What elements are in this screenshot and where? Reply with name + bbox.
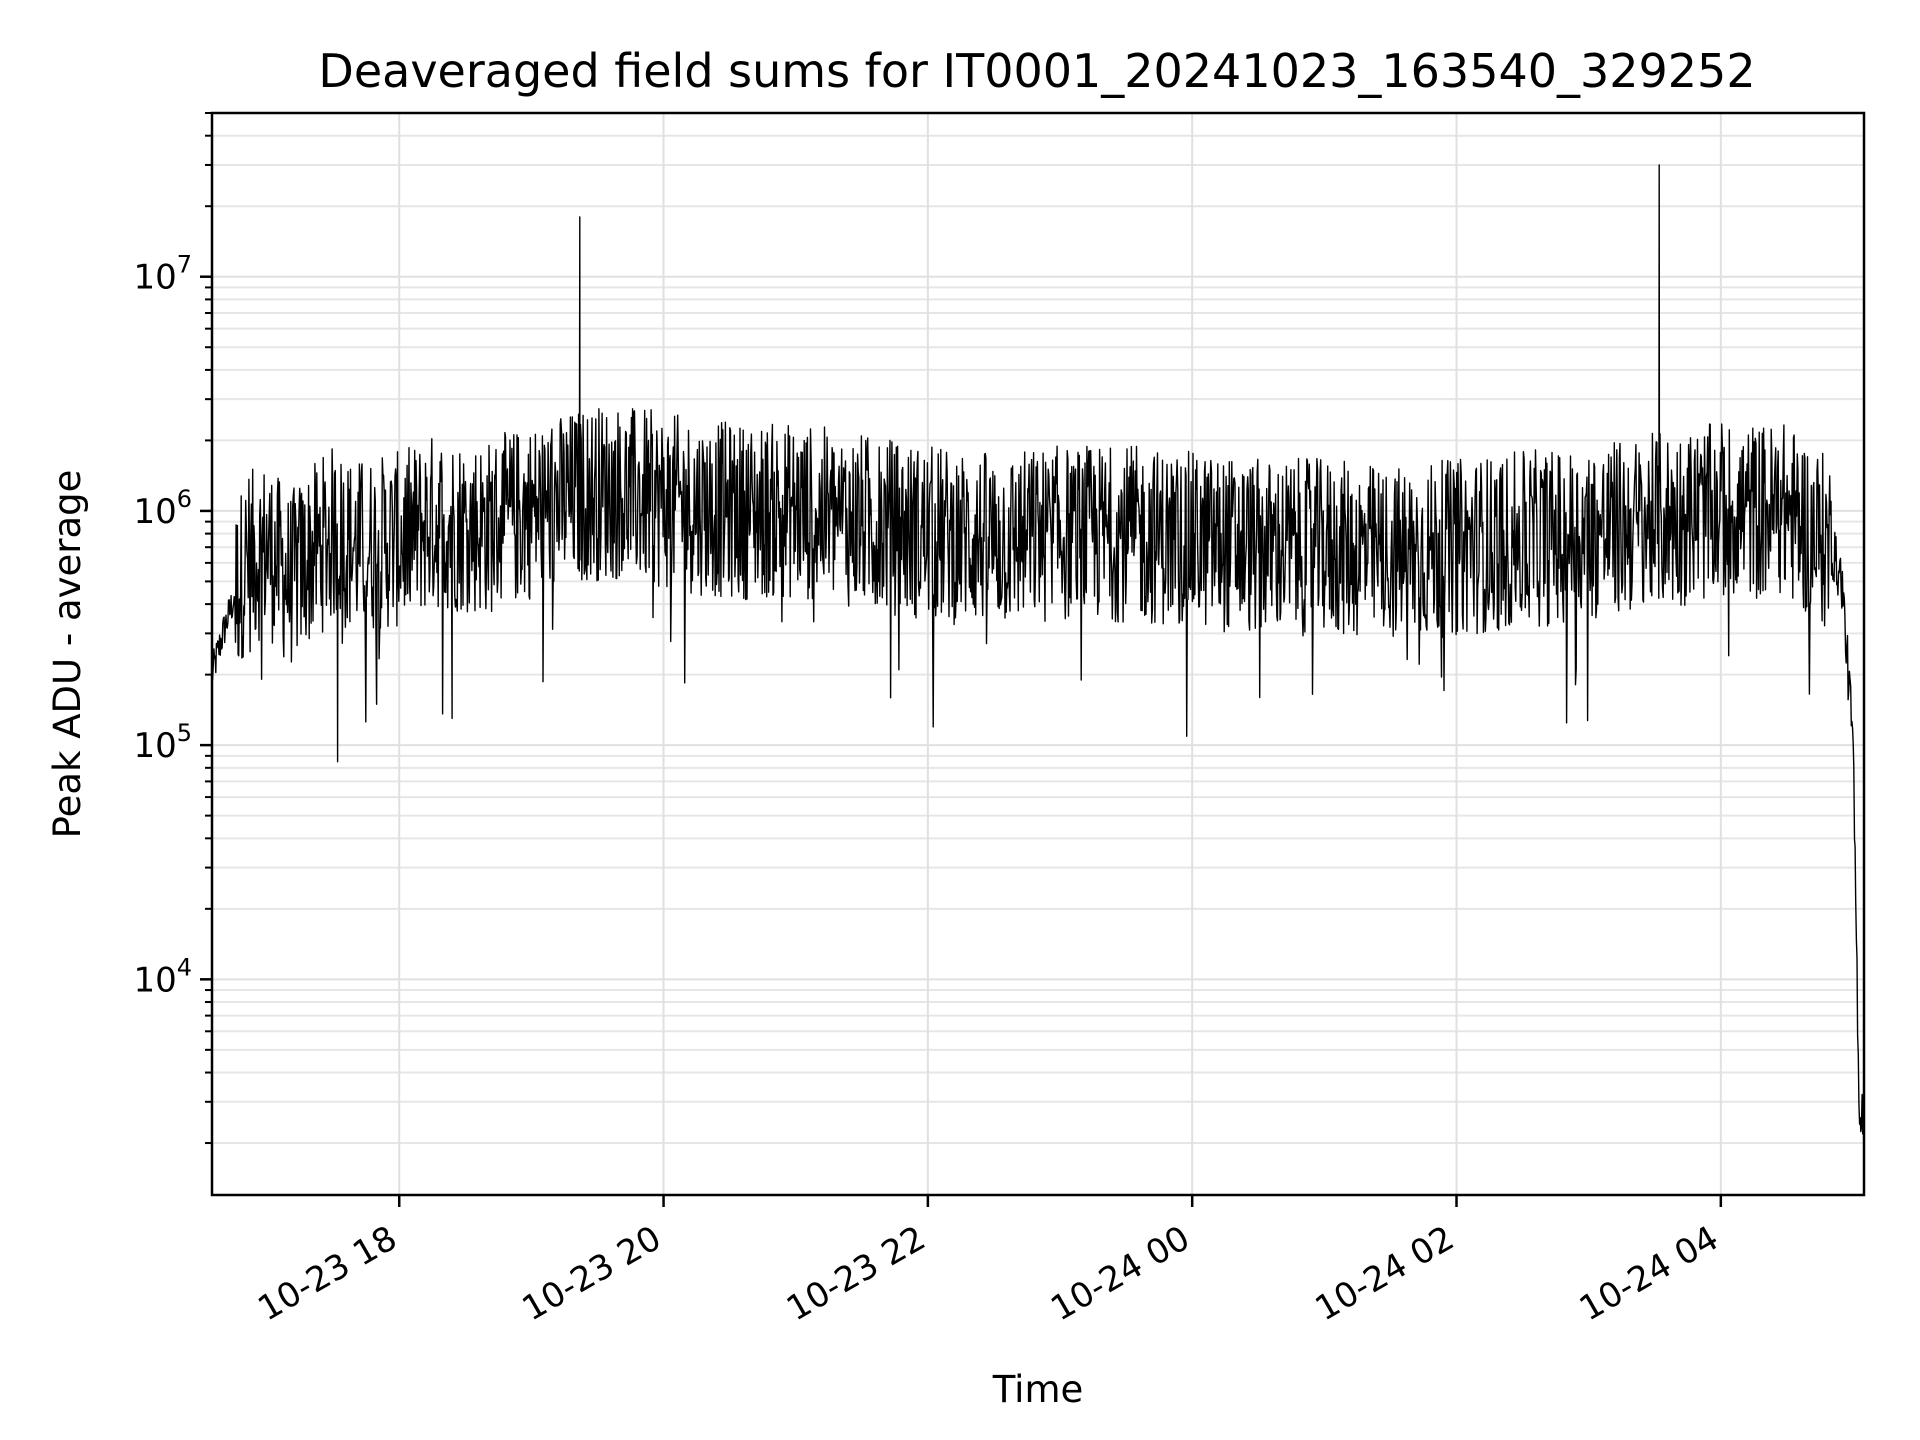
y-tick-label: 104 bbox=[133, 953, 192, 1000]
y-axis: 104 105 106 107 bbox=[133, 112, 212, 1145]
chart-title: Deaveraged field sums for IT0001_2024102… bbox=[318, 44, 1755, 98]
y-tick-label: 107 bbox=[133, 251, 192, 298]
y-tick-label: 105 bbox=[133, 719, 192, 766]
data-line-layer bbox=[211, 164, 1865, 1135]
y-axis-title: Peak ADU - average bbox=[46, 470, 89, 839]
x-axis-title: Time bbox=[992, 1368, 1084, 1411]
plot-frame bbox=[210, 111, 1866, 1197]
y-tick-label: 106 bbox=[133, 485, 192, 532]
series-line bbox=[211, 164, 1865, 1135]
